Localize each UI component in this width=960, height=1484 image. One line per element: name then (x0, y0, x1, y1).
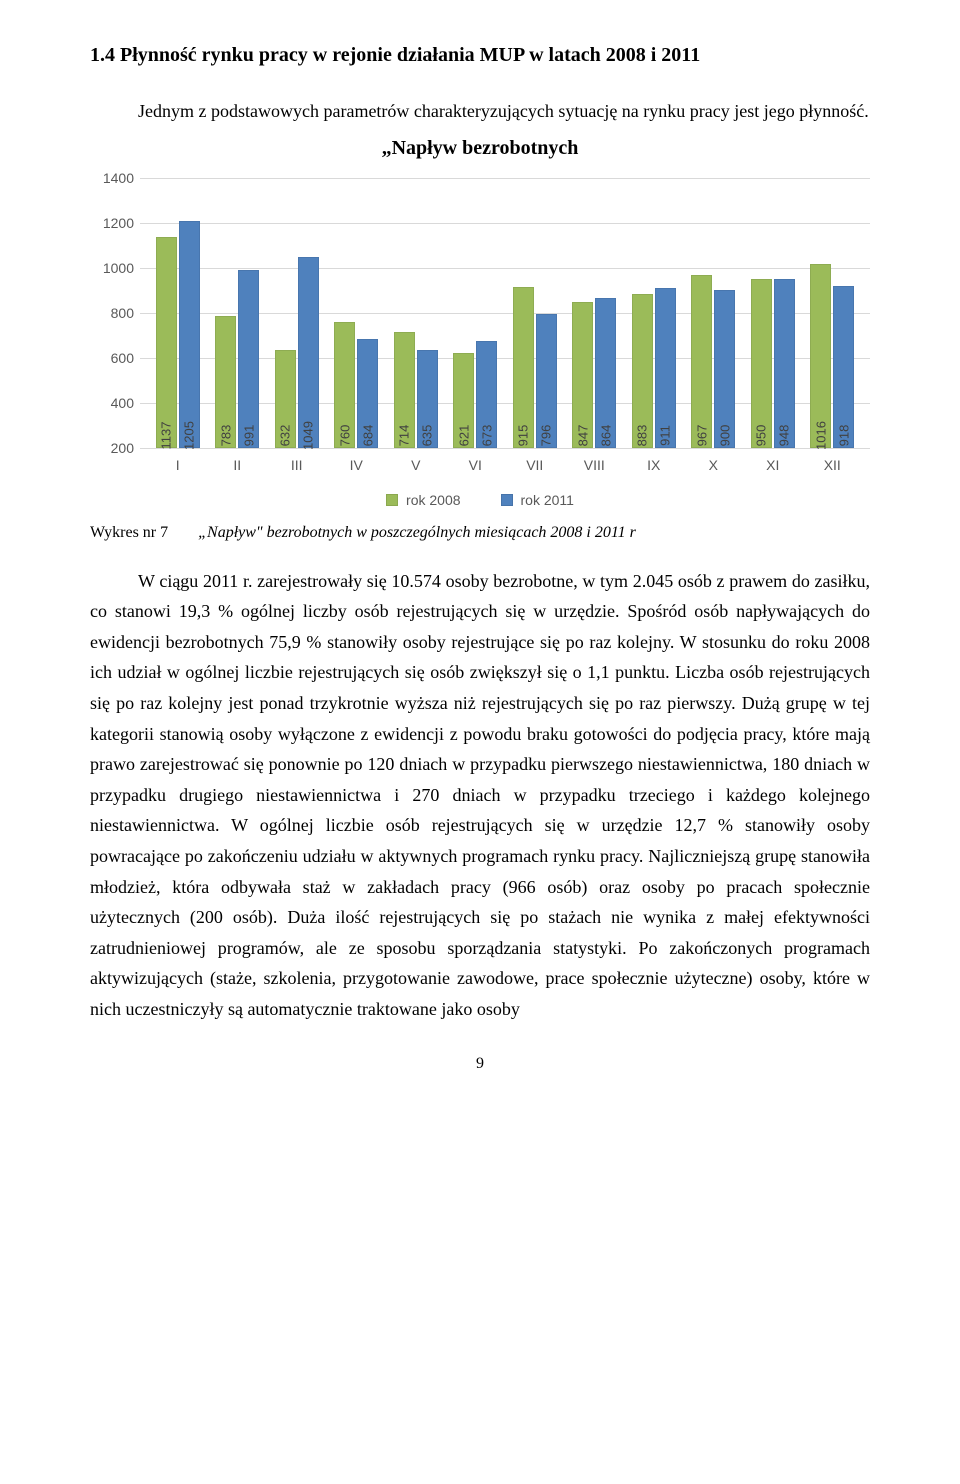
y-tick-label: 800 (111, 305, 134, 321)
legend-label: rok 2011 (521, 492, 574, 508)
bar-value-label: 684 (360, 424, 375, 446)
bar: 632 (275, 350, 296, 447)
bar-value-label: 635 (420, 424, 435, 446)
bar: 864 (595, 298, 616, 447)
bar: 673 (476, 341, 497, 447)
x-tick-label: V (394, 457, 438, 473)
bar-value-label: 673 (479, 424, 494, 446)
bar-group: 1016 918 (810, 264, 854, 448)
bar-value-label: 967 (694, 424, 709, 446)
y-tick-label: 200 (111, 440, 134, 456)
bar-value-label: 783 (218, 424, 233, 446)
bar: 1137 (156, 237, 177, 448)
bar: 915 (513, 287, 534, 448)
bar-value-label: 991 (241, 424, 256, 446)
chart-legend: rok 2008 rok 2011 (90, 492, 870, 508)
bar-group: 760 684 (334, 322, 378, 448)
bar: 635 (417, 350, 438, 448)
bar: 991 (238, 270, 259, 448)
x-tick-label: IV (334, 457, 378, 473)
bar-value-label: 1205 (182, 421, 197, 450)
bar-value-label: 796 (539, 424, 554, 446)
x-tick-label: VI (453, 457, 497, 473)
x-tick-label: XII (810, 457, 854, 473)
x-tick-label: X (691, 457, 735, 473)
y-tick-label: 1400 (103, 170, 134, 186)
bar-group: 783 991 (215, 270, 259, 448)
bar: 1049 (298, 257, 319, 448)
page-number: 9 (90, 1055, 870, 1073)
bar: 900 (714, 290, 735, 448)
y-tick-label: 400 (111, 395, 134, 411)
bar-group: 950 948 (751, 279, 795, 448)
legend-item: rok 2011 (501, 492, 574, 508)
bar: 1205 (179, 221, 200, 447)
y-tick-label: 1000 (103, 260, 134, 276)
bar-value-label: 948 (777, 424, 792, 446)
x-tick-label: XI (751, 457, 795, 473)
x-tick-label: VII (513, 457, 557, 473)
bar-group: 967 900 (691, 275, 735, 448)
chart-title: „Napływ bezrobotnych (90, 137, 870, 160)
bar-value-label: 900 (717, 424, 732, 446)
bar: 760 (334, 322, 355, 448)
x-tick-label: II (215, 457, 259, 473)
x-tick-label: I (156, 457, 200, 473)
legend-swatch (501, 494, 513, 506)
bar: 1016 (810, 264, 831, 448)
body-paragraph: W ciągu 2011 r. zarejestrowały się 10.57… (90, 566, 870, 1025)
bar-value-label: 847 (575, 424, 590, 446)
bar: 948 (774, 279, 795, 447)
figure-caption: Wykres nr 7 „Napływ" bezrobotnych w posz… (90, 524, 870, 542)
intro-paragraph: Jednym z podstawowych parametrów charakt… (90, 96, 870, 127)
bar-value-label: 915 (516, 424, 531, 446)
legend-item: rok 2008 (386, 492, 460, 508)
bar-value-label: 1016 (813, 421, 828, 450)
bar-value-label: 760 (337, 424, 352, 446)
bar: 950 (751, 279, 772, 448)
x-tick-label: III (275, 457, 319, 473)
x-tick-label: VIII (572, 457, 616, 473)
bar-group: 632 1049 (275, 257, 319, 448)
bar-value-label: 1137 (159, 421, 174, 449)
bar: 714 (394, 332, 415, 448)
bar-value-label: 621 (456, 424, 471, 446)
bar-value-label: 950 (754, 424, 769, 446)
y-tick-label: 1200 (103, 215, 134, 231)
bar-value-label: 714 (397, 424, 412, 446)
bar: 684 (357, 339, 378, 448)
bar-chart: 1137 1205 783 991 632 1049 760 684 714 635 621 673 9… (90, 178, 870, 478)
bar-value-label: 864 (598, 424, 613, 446)
gridline (140, 448, 870, 449)
bar: 911 (655, 288, 676, 448)
bar-value-label: 632 (278, 424, 293, 446)
chart-container: 1137 1205 783 991 632 1049 760 684 714 635 621 673 9… (90, 178, 870, 508)
bar-group: 915 796 (513, 287, 557, 448)
bars-row: 1137 1205 783 991 632 1049 760 684 714 635 621 673 9… (140, 178, 870, 448)
bar: 883 (632, 294, 653, 448)
bar-group: 847 864 (572, 298, 616, 447)
bar-value-label: 918 (836, 424, 851, 446)
legend-label: rok 2008 (406, 492, 460, 508)
caption-label: Wykres nr 7 (90, 524, 168, 542)
bar: 967 (691, 275, 712, 448)
bar-value-label: 911 (658, 425, 673, 446)
bar-group: 621 673 (453, 341, 497, 447)
bar-group: 714 635 (394, 332, 438, 448)
y-tick-label: 600 (111, 350, 134, 366)
bar: 783 (215, 316, 236, 447)
x-tick-label: IX (632, 457, 676, 473)
legend-swatch (386, 494, 398, 506)
bar-group: 1137 1205 (156, 221, 200, 447)
bar-group: 883 911 (632, 288, 676, 448)
bar: 918 (833, 286, 854, 448)
bar: 796 (536, 314, 557, 448)
bar-value-label: 1049 (301, 421, 316, 450)
bar: 621 (453, 353, 474, 448)
caption-text: „Napływ" bezrobotnych w poszczególnych m… (198, 524, 636, 542)
section-heading: 1.4 Płynność rynku pracy w rejonie dział… (90, 40, 870, 70)
bar-value-label: 883 (635, 424, 650, 446)
bar: 847 (572, 302, 593, 448)
